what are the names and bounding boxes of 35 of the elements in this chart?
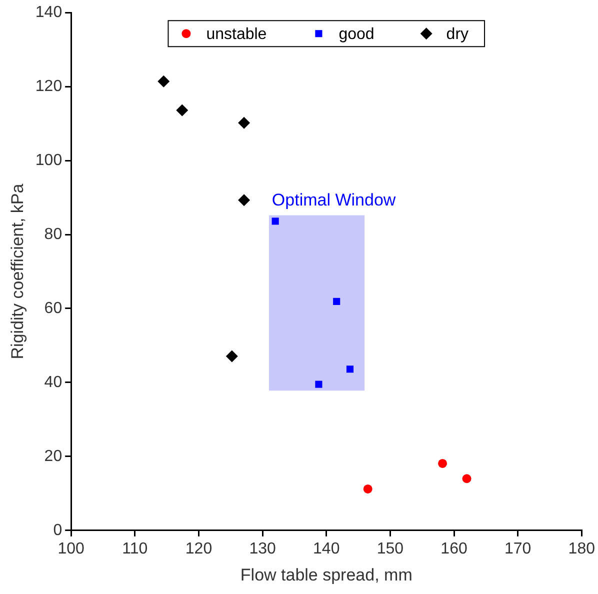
- y-tick-label: 140: [35, 4, 62, 22]
- x-tick-label: 130: [249, 540, 276, 558]
- x-tick-label: 180: [568, 540, 596, 558]
- point: [346, 366, 354, 373]
- point: [333, 298, 340, 305]
- point: [462, 474, 472, 484]
- y-axis-title: Rigidity coefficient, kPa: [8, 183, 27, 360]
- legend-label: dry: [446, 26, 469, 44]
- point: [158, 75, 170, 88]
- y-tick-label: 40: [44, 374, 62, 391]
- point: [238, 116, 250, 129]
- x-tick-label: 120: [185, 540, 212, 558]
- legend-label: unstable: [206, 26, 267, 44]
- point: [438, 458, 448, 468]
- point: [226, 350, 238, 362]
- x-tick-label: 140: [313, 540, 340, 558]
- point: [272, 218, 279, 225]
- x-tick-label: 110: [122, 540, 148, 558]
- y-tick-label: 80: [44, 226, 62, 243]
- point: [238, 194, 250, 206]
- legend-label: good: [338, 26, 374, 44]
- x-axis-title: Flow table spread, mm: [240, 565, 412, 584]
- y-tick-label: 60: [44, 300, 62, 317]
- annotation: Optimal Window: [272, 190, 396, 210]
- point: [315, 380, 322, 388]
- x-tick-label: 160: [440, 540, 468, 558]
- point: [363, 484, 372, 494]
- y-tick-label: 100: [35, 152, 62, 169]
- x-tick-label: 100: [58, 540, 85, 558]
- y-tick-label: 0: [53, 522, 62, 539]
- x-tick-label: 170: [504, 540, 532, 558]
- x-tick-label: 150: [376, 540, 404, 558]
- point: [176, 104, 188, 116]
- y-tick-label: 120: [35, 78, 62, 95]
- y-tick-label: 20: [44, 448, 62, 465]
